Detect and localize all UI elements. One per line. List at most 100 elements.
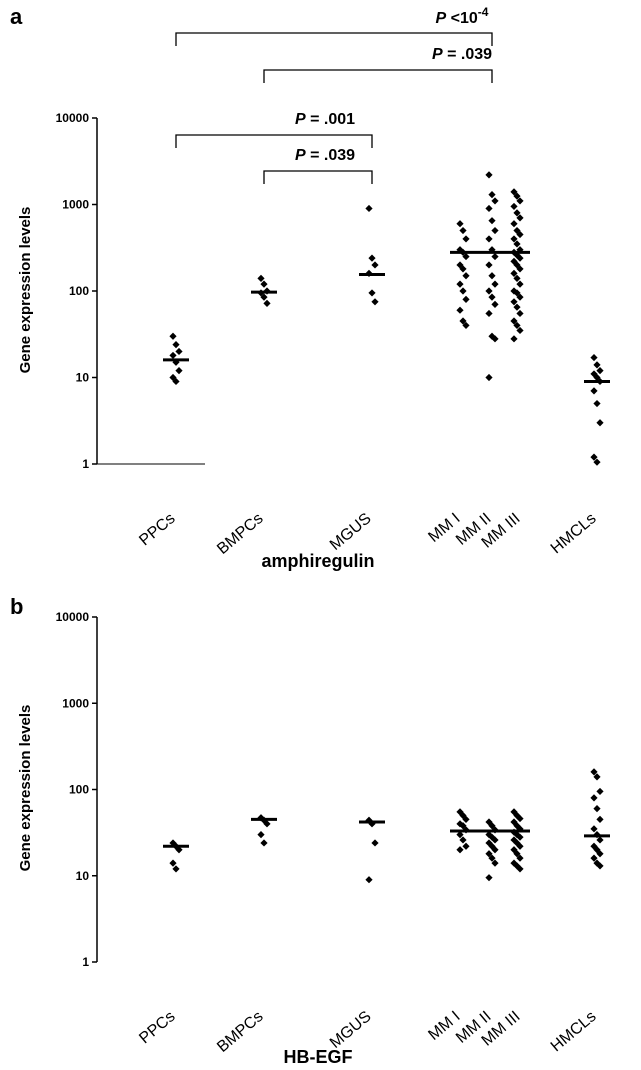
data-point [516, 280, 524, 288]
data-point [456, 846, 464, 854]
data-point [488, 293, 496, 301]
data-point [491, 226, 499, 235]
data-point [488, 217, 496, 225]
data-point [596, 836, 604, 844]
significance-bracket [263, 170, 373, 184]
data-point [260, 293, 268, 301]
data-point [516, 293, 524, 301]
data-point [513, 862, 521, 870]
data-point [260, 280, 268, 288]
data-point [462, 815, 470, 824]
p-value-label: P = .001 [295, 111, 355, 128]
data-point [590, 825, 598, 833]
panel-a: a 10000 1000 100 10 1 Gene expression levels PP… [10, 4, 610, 571]
data-point [459, 287, 467, 295]
panel-letter: a [10, 4, 23, 29]
data-point [516, 197, 524, 205]
data-point [596, 850, 604, 858]
data-point [596, 367, 604, 375]
data-point [485, 235, 493, 243]
data-point [371, 298, 379, 306]
category-label: HMCLs [548, 1008, 600, 1055]
data-point [513, 850, 521, 858]
y-tick-label: 10 [76, 371, 90, 385]
data-point [516, 265, 524, 273]
data-point [371, 261, 379, 269]
data-point [459, 317, 467, 325]
data-point [456, 280, 464, 288]
data-point [456, 306, 464, 314]
data-point [462, 321, 470, 330]
data-point [462, 252, 470, 261]
data-point [485, 373, 493, 382]
category-label: MGUS [327, 1008, 375, 1052]
data-point [462, 295, 470, 303]
data-point [485, 830, 493, 839]
data-point [590, 453, 598, 461]
data-point [365, 816, 373, 824]
category-label: PPCs [136, 510, 178, 549]
data-point [596, 787, 604, 796]
data-point [491, 836, 499, 844]
x-axis-label: HB-EGF [284, 1047, 353, 1067]
data-point [516, 842, 524, 850]
y-axis-label: Gene expression levels [17, 207, 34, 374]
data-point [371, 839, 379, 847]
data-point [462, 235, 470, 243]
data-point [516, 854, 524, 862]
data-point [175, 347, 183, 356]
category-label: BMPCs [214, 1008, 266, 1056]
data-point [510, 298, 518, 306]
category-label: HMCLs [548, 510, 600, 557]
data-point [485, 309, 493, 318]
data-point [459, 836, 467, 844]
data-point [485, 204, 493, 213]
data-point [491, 846, 499, 854]
category-label: BMPCs [214, 510, 266, 558]
data-point [459, 265, 467, 273]
category-label: PPCs [136, 1008, 178, 1047]
data-point [260, 839, 268, 847]
y-tick-label: 10000 [56, 610, 90, 624]
data-point [513, 321, 521, 330]
data-point [172, 865, 180, 873]
data-point [593, 846, 601, 854]
panel-letter: b [10, 594, 23, 619]
data-point [593, 458, 601, 466]
data-point [257, 830, 265, 839]
data-point [590, 387, 598, 395]
data-point [513, 303, 521, 311]
data-point [491, 300, 499, 308]
data-point [175, 846, 183, 854]
data-point [488, 822, 496, 830]
data-point [516, 326, 524, 335]
data-point [485, 171, 493, 179]
data-point [172, 341, 180, 349]
data-point [169, 332, 177, 340]
p-value-label: P = .039 [432, 46, 492, 63]
data-point [516, 833, 524, 841]
data-point [593, 399, 601, 408]
data-point [491, 197, 499, 205]
data-point [516, 814, 524, 823]
data-point [596, 815, 604, 824]
data-point [516, 214, 524, 222]
data-point [590, 768, 598, 776]
y-tick-label: 1000 [62, 198, 89, 212]
data-point [485, 874, 493, 882]
data-point [169, 859, 177, 867]
p-value-label: P <10-4 [436, 5, 489, 27]
data-point [590, 353, 598, 362]
data-point [513, 822, 521, 830]
data-point [593, 805, 601, 813]
data-point [516, 230, 524, 239]
data-point [368, 254, 376, 262]
data-point [488, 272, 496, 280]
data-point [516, 309, 524, 318]
data-point [516, 865, 524, 873]
data-point [513, 289, 521, 297]
data-point [516, 254, 524, 262]
data-point [257, 274, 265, 282]
data-point [456, 220, 464, 228]
data-point [510, 202, 518, 211]
